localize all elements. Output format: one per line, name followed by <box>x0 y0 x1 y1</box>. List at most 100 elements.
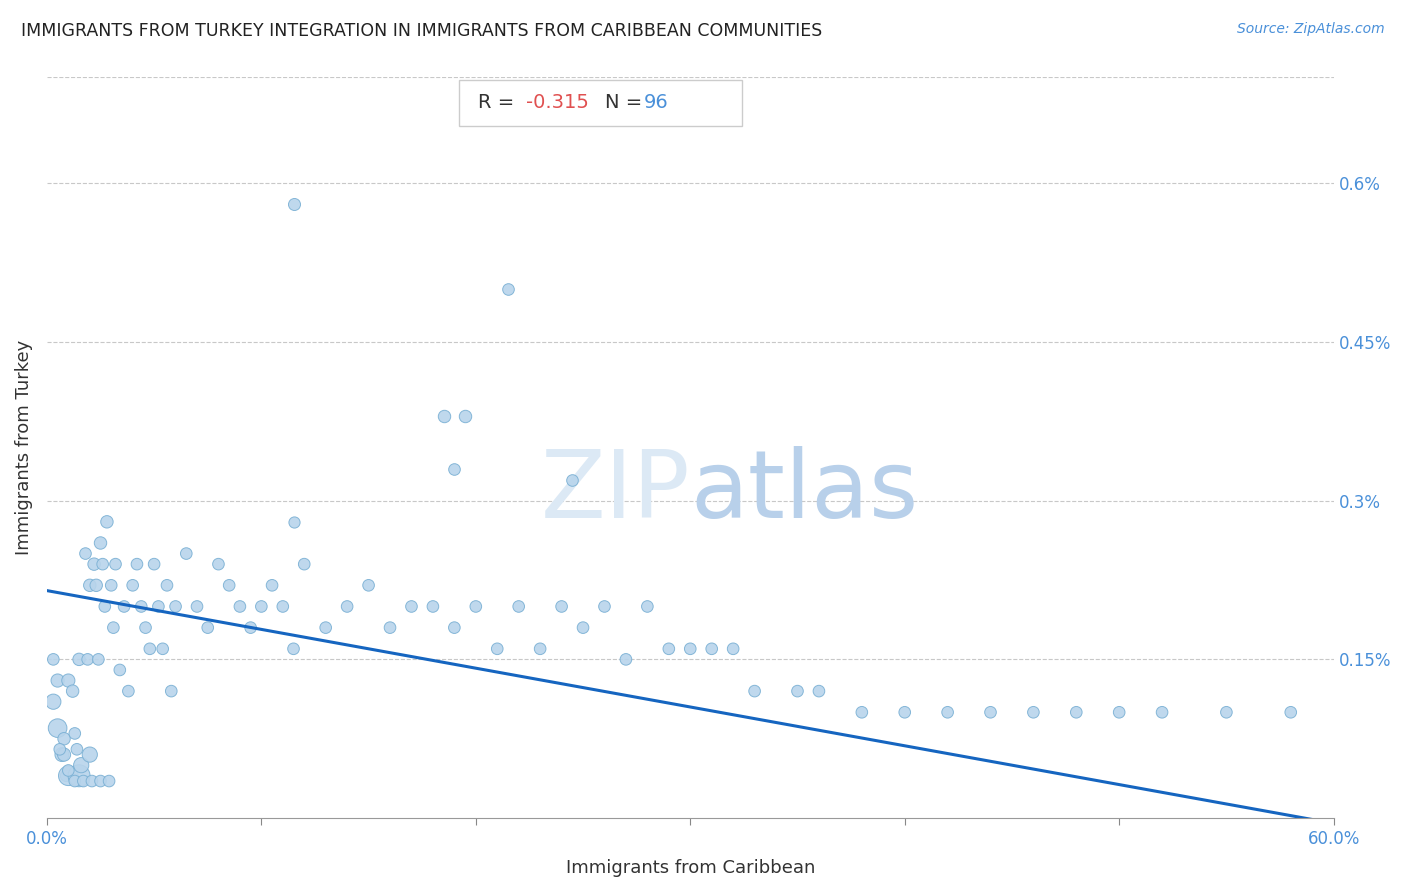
Point <box>121 578 143 592</box>
Point <box>152 641 174 656</box>
Text: Source: ZipAtlas.com: Source: ZipAtlas.com <box>1237 22 1385 37</box>
Point <box>262 578 284 592</box>
Point <box>239 621 262 635</box>
Point <box>103 621 125 635</box>
Text: -0.315: -0.315 <box>526 93 589 112</box>
Point <box>129 599 152 614</box>
Point <box>1152 706 1174 720</box>
Point <box>42 695 65 709</box>
Point <box>614 652 637 666</box>
Point <box>283 197 305 211</box>
Point <box>135 621 157 635</box>
Point <box>292 557 315 571</box>
Point <box>1022 706 1045 720</box>
Point <box>271 599 294 614</box>
Point <box>79 578 101 592</box>
Point <box>46 673 69 688</box>
Point <box>250 599 273 614</box>
Point <box>433 409 456 423</box>
Point <box>550 599 572 614</box>
FancyBboxPatch shape <box>458 79 742 126</box>
Point <box>496 282 519 296</box>
Point <box>378 621 401 635</box>
Point <box>186 599 208 614</box>
Point <box>807 684 830 698</box>
Point <box>62 684 84 698</box>
Point <box>486 641 509 656</box>
Point <box>315 621 337 635</box>
Point <box>160 684 183 698</box>
Point <box>454 409 477 423</box>
Point <box>401 599 423 614</box>
X-axis label: Immigrants from Caribbean: Immigrants from Caribbean <box>565 859 815 877</box>
Point <box>79 747 101 762</box>
Point <box>1215 706 1237 720</box>
Point <box>218 578 240 592</box>
Point <box>72 774 94 789</box>
Point <box>76 652 98 666</box>
Text: IMMIGRANTS FROM TURKEY INTEGRATION IN IMMIGRANTS FROM CARIBBEAN COMMUNITIES: IMMIGRANTS FROM TURKEY INTEGRATION IN IM… <box>21 22 823 40</box>
Point <box>174 547 197 561</box>
Point <box>112 599 135 614</box>
Point <box>53 747 76 762</box>
Y-axis label: Immigrants from Turkey: Immigrants from Turkey <box>15 340 32 556</box>
Point <box>156 578 179 592</box>
Point <box>51 747 73 762</box>
Point <box>572 621 595 635</box>
Point <box>70 758 93 772</box>
Point <box>508 599 530 614</box>
Point <box>336 599 359 614</box>
Point <box>125 557 148 571</box>
Point <box>1108 706 1130 720</box>
Point <box>117 684 139 698</box>
Point <box>700 641 723 656</box>
Point <box>165 599 187 614</box>
Point <box>67 652 90 666</box>
Point <box>63 774 86 789</box>
Point <box>49 742 72 756</box>
Point <box>87 652 110 666</box>
Point <box>89 536 111 550</box>
Point <box>83 557 105 571</box>
Point <box>979 706 1001 720</box>
Point <box>893 706 915 720</box>
Point <box>84 578 107 592</box>
Point <box>67 769 90 783</box>
Point <box>593 599 616 614</box>
Point <box>786 684 808 698</box>
Text: atlas: atlas <box>690 446 918 538</box>
Point <box>63 726 86 740</box>
Point <box>58 764 80 778</box>
Point <box>66 742 89 756</box>
Point <box>443 462 465 476</box>
Point <box>98 774 121 789</box>
Point <box>422 599 444 614</box>
Point <box>148 599 170 614</box>
Point <box>100 578 122 592</box>
Point <box>529 641 551 656</box>
Point <box>283 641 305 656</box>
Point <box>721 641 744 656</box>
Point <box>143 557 166 571</box>
Point <box>443 621 465 635</box>
Point <box>75 547 97 561</box>
Point <box>679 641 702 656</box>
Point <box>80 774 103 789</box>
Point <box>104 557 127 571</box>
Point <box>58 769 80 783</box>
Point <box>561 473 583 487</box>
Point <box>139 641 162 656</box>
Point <box>94 599 117 614</box>
Point <box>207 557 229 571</box>
Point <box>636 599 658 614</box>
Point <box>89 774 111 789</box>
Point <box>936 706 959 720</box>
Point <box>46 721 69 735</box>
Text: ZIP: ZIP <box>541 446 690 538</box>
Text: 96: 96 <box>644 93 669 112</box>
Point <box>229 599 252 614</box>
Point <box>53 731 76 746</box>
Point <box>42 652 65 666</box>
Point <box>464 599 486 614</box>
Text: N =: N = <box>606 93 648 112</box>
